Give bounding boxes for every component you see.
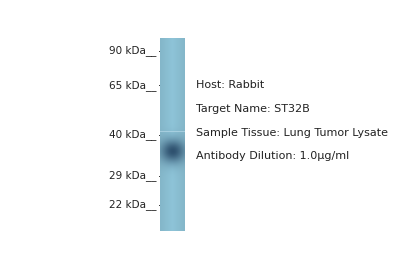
Text: Target Name: ST32B: Target Name: ST32B	[196, 104, 310, 114]
Text: 65 kDa__: 65 kDa__	[109, 80, 156, 91]
Text: Sample Tissue: Lung Tumor Lysate: Sample Tissue: Lung Tumor Lysate	[196, 128, 388, 138]
Text: 29 kDa__: 29 kDa__	[109, 171, 156, 181]
Text: 22 kDa__: 22 kDa__	[109, 199, 156, 210]
Text: Host: Rabbit: Host: Rabbit	[196, 80, 264, 91]
Text: Antibody Dilution: 1.0µg/ml: Antibody Dilution: 1.0µg/ml	[196, 151, 349, 162]
Text: 40 kDa__: 40 kDa__	[109, 129, 156, 140]
Text: 90 kDa__: 90 kDa__	[109, 45, 156, 56]
